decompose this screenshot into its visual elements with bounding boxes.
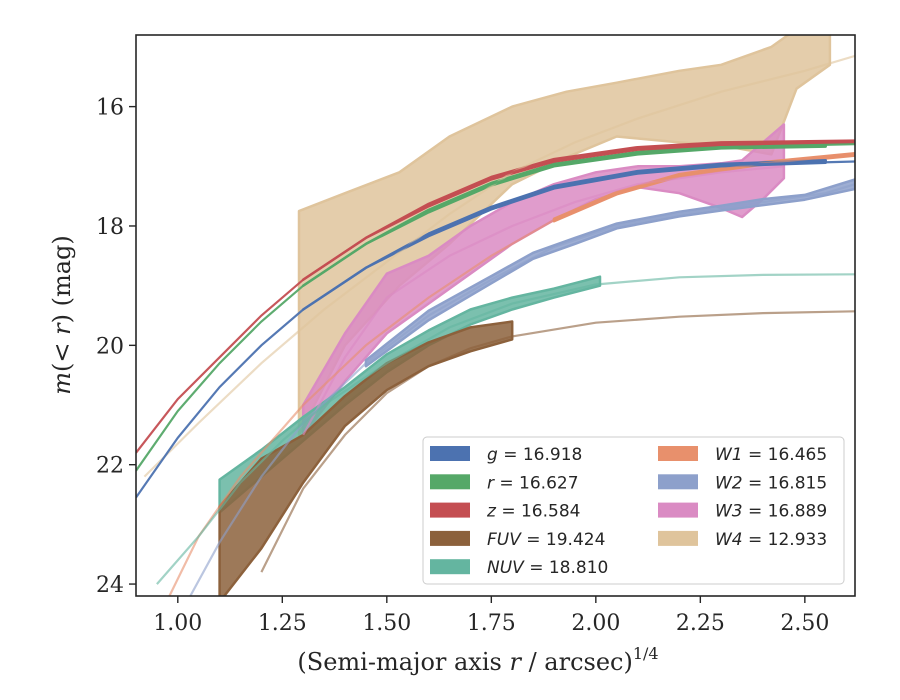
plot-frame [135, 34, 856, 597]
x-tick-label: 1.00 [153, 611, 202, 636]
model-line-w2 [189, 183, 855, 596]
legend-label-w2: W2 = 16.815 [715, 473, 827, 493]
y-tick-label: 20 [96, 334, 124, 359]
y-axis-label: m(< r) (mag) [48, 235, 76, 395]
band-z [301, 139, 855, 281]
legend-swatch-fuv [430, 530, 470, 546]
x-tick-label: 2.25 [676, 611, 725, 636]
legend-swatch-nuv [430, 559, 470, 575]
x-tick-label: 1.25 [258, 611, 307, 636]
model-line-fuv [260, 310, 855, 573]
legend-swatch-w3 [658, 502, 698, 518]
y-tick-label: 22 [96, 454, 124, 479]
legend-label-fuv: FUV = 19.424 [487, 530, 605, 550]
legend-swatch-z [430, 502, 470, 518]
model-line-g [136, 160, 855, 499]
legend-label-w4: W4 = 12.933 [715, 530, 827, 550]
legend-label-r: r = 16.627 [487, 473, 579, 493]
model-line-w4 [143, 54, 855, 478]
legend: g = 16.918 r = 16.627 z = 16.584 FUV = 19.4… [422, 436, 845, 585]
x-tick-label: 1.50 [362, 611, 411, 636]
y-tick-label: 24 [96, 573, 124, 598]
model-curves [136, 54, 855, 596]
legend-label-g: g = 16.918 [487, 445, 582, 465]
legend-box [422, 436, 845, 585]
y-axis: 16 18 20 22 24 [96, 96, 136, 598]
y-tick-label: 16 [96, 96, 124, 121]
uncertainty-bands [218, 35, 855, 596]
legend-swatch-r [430, 474, 470, 490]
model-line-w1 [168, 153, 855, 596]
legend-swatch-w2 [658, 474, 698, 490]
legend-label-w1: W1 = 16.465 [715, 445, 827, 465]
band-fuv [218, 320, 514, 596]
band-w2 [364, 178, 855, 368]
model-line-z [136, 140, 855, 454]
legend-label-nuv: NUV = 18.810 [487, 558, 608, 578]
x-axis-label: (Semi-major axis r / arcsec)1/4 [297, 644, 658, 676]
legend-label-w3: W3 = 16.889 [715, 502, 827, 522]
band-w3 [301, 123, 786, 437]
model-line-nuv [156, 273, 855, 585]
x-tick-label: 1.75 [467, 611, 516, 636]
legend-swatch-w4 [658, 530, 698, 546]
model-line-w3 [302, 165, 785, 436]
y-tick-label: 18 [96, 215, 124, 240]
legend-label-z: z = 16.584 [486, 502, 580, 522]
model-line-r [136, 143, 855, 472]
legend-swatch-w1 [658, 446, 698, 461]
legend-swatch-g [430, 446, 470, 461]
x-axis: 1.00 1.25 1.50 1.75 2.00 2.25 2.50 [153, 596, 829, 636]
x-tick-label: 2.00 [571, 611, 620, 636]
x-tick-label: 2.50 [780, 611, 829, 636]
